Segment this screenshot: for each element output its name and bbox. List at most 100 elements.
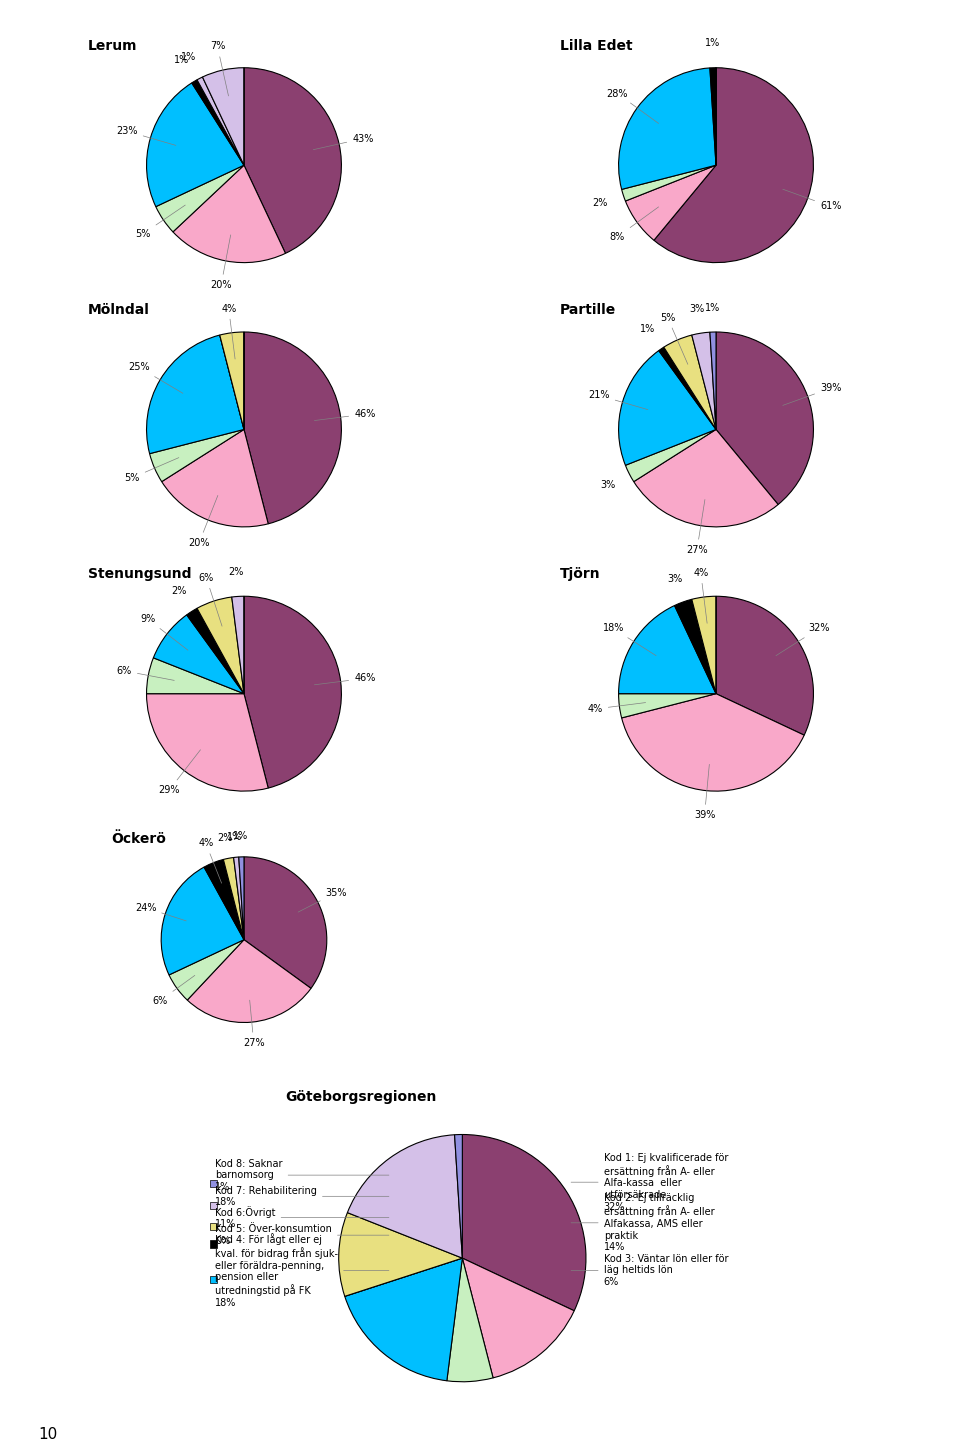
Wedge shape	[692, 599, 716, 694]
Wedge shape	[156, 165, 244, 231]
Text: 27%: 27%	[686, 499, 708, 555]
Wedge shape	[147, 658, 244, 694]
Text: 29%: 29%	[158, 750, 201, 795]
Wedge shape	[147, 694, 268, 791]
Text: 3%: 3%	[689, 304, 705, 314]
Text: 28%: 28%	[607, 88, 659, 123]
Wedge shape	[654, 68, 813, 263]
Text: 43%: 43%	[313, 133, 373, 150]
Text: Kod 7: Rehabilitering
18%: Kod 7: Rehabilitering 18%	[215, 1186, 389, 1207]
Wedge shape	[187, 940, 311, 1022]
Text: Kod 3: Väntar lön eller för
läg heltids lön
6%: Kod 3: Väntar lön eller för läg heltids …	[571, 1254, 728, 1287]
Wedge shape	[161, 429, 268, 526]
Wedge shape	[618, 694, 716, 717]
Text: 4%: 4%	[588, 703, 645, 714]
Wedge shape	[339, 1213, 463, 1296]
Text: 4%: 4%	[221, 304, 236, 359]
Text: 3%: 3%	[600, 480, 615, 490]
Text: Mölndal: Mölndal	[88, 302, 150, 317]
Wedge shape	[463, 1135, 586, 1310]
Text: 61%: 61%	[782, 189, 841, 211]
Wedge shape	[709, 333, 716, 429]
Text: 1%: 1%	[705, 39, 720, 48]
Text: Lerum: Lerum	[88, 39, 137, 52]
Wedge shape	[220, 333, 244, 429]
Wedge shape	[618, 68, 716, 189]
Wedge shape	[618, 606, 716, 694]
Wedge shape	[709, 68, 716, 165]
Wedge shape	[161, 868, 244, 975]
Text: 9%: 9%	[140, 615, 188, 651]
Wedge shape	[692, 333, 716, 429]
Wedge shape	[345, 1258, 463, 1296]
Text: Kod 2: Ej tillräcklig
ersättning från A- eller
Alfakassa, AMS eller
praktik
14%: Kod 2: Ej tillräcklig ersättning från A-…	[571, 1193, 714, 1252]
Text: 3%: 3%	[667, 574, 683, 584]
Text: Kod 6:Övrigt
11%: Kod 6:Övrigt 11%	[215, 1206, 389, 1229]
Text: 23%: 23%	[116, 126, 176, 146]
Text: 32%: 32%	[776, 623, 829, 655]
FancyBboxPatch shape	[210, 1202, 217, 1209]
Wedge shape	[659, 347, 716, 429]
Wedge shape	[239, 857, 244, 940]
Wedge shape	[244, 596, 342, 788]
Text: 2%: 2%	[217, 833, 232, 843]
Text: Göteborgsregionen: Göteborgsregionen	[286, 1090, 437, 1105]
Text: 1%: 1%	[705, 302, 720, 312]
Text: 1%: 1%	[233, 831, 249, 842]
Wedge shape	[625, 165, 716, 240]
Wedge shape	[220, 335, 244, 429]
FancyBboxPatch shape	[210, 1241, 217, 1248]
Wedge shape	[692, 596, 716, 694]
Text: 21%: 21%	[588, 390, 648, 409]
Text: 20%: 20%	[210, 234, 232, 289]
Text: 5%: 5%	[135, 205, 185, 239]
Wedge shape	[147, 82, 244, 207]
Wedge shape	[622, 694, 804, 791]
Wedge shape	[716, 333, 813, 505]
Text: Kod 1: Ej kvalificerade för
ersättning från A- eller
Alfa-kassa  eller
utförsäkr: Kod 1: Ej kvalificerade för ersättning f…	[571, 1152, 728, 1212]
Text: 27%: 27%	[243, 1001, 265, 1048]
Wedge shape	[231, 596, 244, 694]
Wedge shape	[634, 429, 779, 526]
Wedge shape	[345, 1258, 463, 1381]
FancyBboxPatch shape	[210, 1275, 217, 1283]
Wedge shape	[244, 333, 342, 523]
Wedge shape	[154, 615, 244, 694]
Wedge shape	[716, 596, 813, 735]
Text: 6%: 6%	[153, 976, 195, 1005]
Text: 46%: 46%	[315, 409, 375, 421]
Text: Kod 8: Saknar
barnomsorg
1%: Kod 8: Saknar barnomsorg 1%	[215, 1158, 389, 1192]
Text: 39%: 39%	[782, 383, 841, 405]
Wedge shape	[150, 429, 244, 482]
Wedge shape	[244, 68, 342, 253]
Wedge shape	[233, 857, 244, 940]
Wedge shape	[204, 859, 244, 940]
Text: 35%: 35%	[299, 888, 347, 912]
Wedge shape	[169, 940, 244, 1001]
Text: 39%: 39%	[694, 765, 715, 820]
Text: 1%: 1%	[640, 324, 655, 334]
Wedge shape	[203, 68, 244, 165]
Text: 2%: 2%	[228, 567, 244, 577]
Text: 24%: 24%	[134, 902, 186, 921]
Wedge shape	[147, 335, 244, 454]
FancyBboxPatch shape	[210, 1180, 217, 1187]
Wedge shape	[197, 597, 244, 694]
Text: 2%: 2%	[171, 586, 186, 596]
Wedge shape	[244, 857, 326, 989]
Wedge shape	[622, 165, 716, 201]
Text: Kod 5: Över-konsumtion
0%: Kod 5: Över-konsumtion 0%	[215, 1225, 389, 1246]
Wedge shape	[173, 165, 285, 263]
Text: 6%: 6%	[117, 665, 175, 681]
Text: 1%: 1%	[175, 55, 190, 65]
Text: 2%: 2%	[592, 198, 608, 208]
Text: 4%: 4%	[693, 568, 708, 623]
Text: 4%: 4%	[199, 839, 222, 884]
Wedge shape	[663, 335, 716, 429]
Text: Lilla Edet: Lilla Edet	[560, 39, 633, 52]
Text: Kod 4: För lågt eller ej
kval. för bidrag från sjuk-
eller föräldra-penning,
pen: Kod 4: För lågt eller ej kval. för bidra…	[215, 1233, 389, 1307]
Wedge shape	[197, 77, 244, 165]
Text: 1%: 1%	[181, 52, 196, 62]
Text: 10: 10	[38, 1427, 58, 1442]
Wedge shape	[625, 429, 716, 482]
